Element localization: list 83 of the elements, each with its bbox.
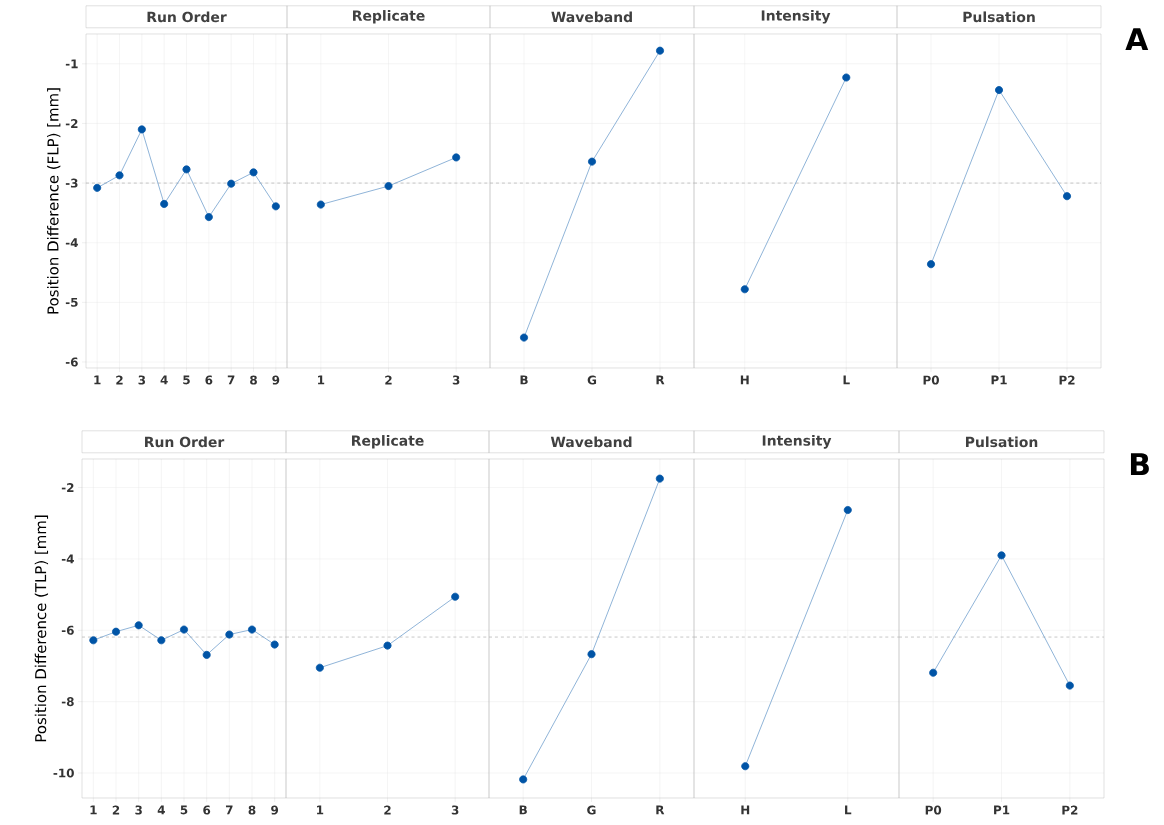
x-tick-label: 7 [225, 805, 233, 815]
point [180, 625, 189, 634]
x-tick-label: 1 [318, 375, 325, 385]
point [137, 125, 146, 134]
x-tick-label: 6 [203, 805, 211, 815]
y-tick-label: -4 [65, 238, 78, 248]
chart-title: Intensity [762, 435, 832, 449]
x-tick-label: P1 [991, 375, 1007, 385]
x-tick-label: P0 [925, 805, 942, 815]
x-tick-label: R [656, 375, 665, 385]
x-tick-label: 1 [94, 375, 101, 385]
x-tick-label: 3 [452, 375, 460, 385]
x-tick-label: 6 [205, 375, 213, 385]
point [112, 627, 121, 636]
x-tick-label: 4 [157, 805, 165, 815]
text: A [1125, 28, 1149, 50]
chart-title: Replicate [352, 435, 424, 449]
x-tick-label: L [843, 375, 850, 385]
x-tick-label: 2 [112, 805, 120, 815]
point [249, 168, 258, 177]
x-tick-label: 5 [183, 375, 190, 385]
x-tick-label: 1 [90, 805, 97, 815]
x-tick-label: 1 [317, 805, 324, 815]
x-tick-label: 3 [138, 375, 146, 385]
x-tick-label: B [519, 805, 527, 815]
x-tick-label: 8 [250, 375, 257, 385]
x-tick-label: 7 [227, 375, 235, 385]
chart-title: Intensity [761, 10, 831, 24]
y-tick-label: -1 [65, 59, 78, 69]
y-tick-label: -2 [65, 119, 78, 128]
x-tick-label: P0 [923, 375, 939, 385]
x-tick-label: P1 [994, 805, 1010, 815]
x-tick-label: 9 [271, 805, 279, 815]
y-tick-label: -4 [61, 554, 74, 564]
x-tick-label: G [587, 375, 597, 385]
x-tick-label: G [587, 805, 596, 815]
chart-title: Run Order [145, 436, 225, 448]
x-tick-label: H [741, 805, 750, 815]
point [89, 636, 98, 645]
x-tick-label: 2 [385, 375, 392, 385]
point [157, 636, 166, 645]
point [248, 625, 256, 634]
chart-title: Run Order [147, 11, 227, 23]
y-tick-label: -8 [61, 697, 74, 707]
y-tick-label: -5 [65, 297, 78, 307]
point [225, 630, 234, 639]
chart-title: Waveband [550, 436, 632, 448]
point [271, 202, 280, 211]
point [134, 621, 143, 630]
x-tick-label: R [656, 805, 665, 815]
text: B [1130, 453, 1149, 475]
x-tick-label: P2 [1062, 805, 1078, 815]
point [93, 183, 102, 192]
chart-title: Pulsation [963, 11, 1035, 23]
x-tick-label: 3 [451, 805, 459, 815]
x-tick-label: 4 [160, 375, 168, 385]
point [227, 179, 236, 188]
y-tick-label: -6 [65, 357, 78, 367]
x-tick-label: 9 [272, 375, 280, 385]
y-tick-label: -6 [61, 625, 74, 635]
point [270, 640, 279, 649]
y-axis-title: Position Difference (TLP) [mm] [34, 515, 49, 742]
point [160, 199, 169, 208]
x-tick-label: 5 [180, 805, 188, 815]
x-tick-label: 2 [384, 805, 391, 815]
y-tick-label: -3 [65, 178, 78, 188]
chart-title: Waveband [551, 11, 632, 23]
x-tick-label: L [845, 805, 852, 815]
x-tick-label: P2 [1059, 375, 1075, 385]
x-tick-label: 8 [248, 805, 256, 815]
chart-title: Replicate [353, 10, 425, 24]
x-tick-label: 3 [135, 805, 142, 815]
point [115, 171, 124, 180]
point [204, 213, 213, 222]
chart-title: Pulsation [965, 436, 1038, 448]
y-axis-title: Position Difference (FLP) [mm] [47, 88, 61, 314]
y-tick-label: -10 [53, 768, 74, 778]
x-tick-label: B [520, 375, 528, 385]
x-tick-label: H [740, 375, 749, 385]
x-tick-label: 2 [116, 375, 123, 385]
point [182, 165, 191, 174]
point [202, 650, 211, 659]
y-tick-label: -2 [61, 483, 74, 492]
